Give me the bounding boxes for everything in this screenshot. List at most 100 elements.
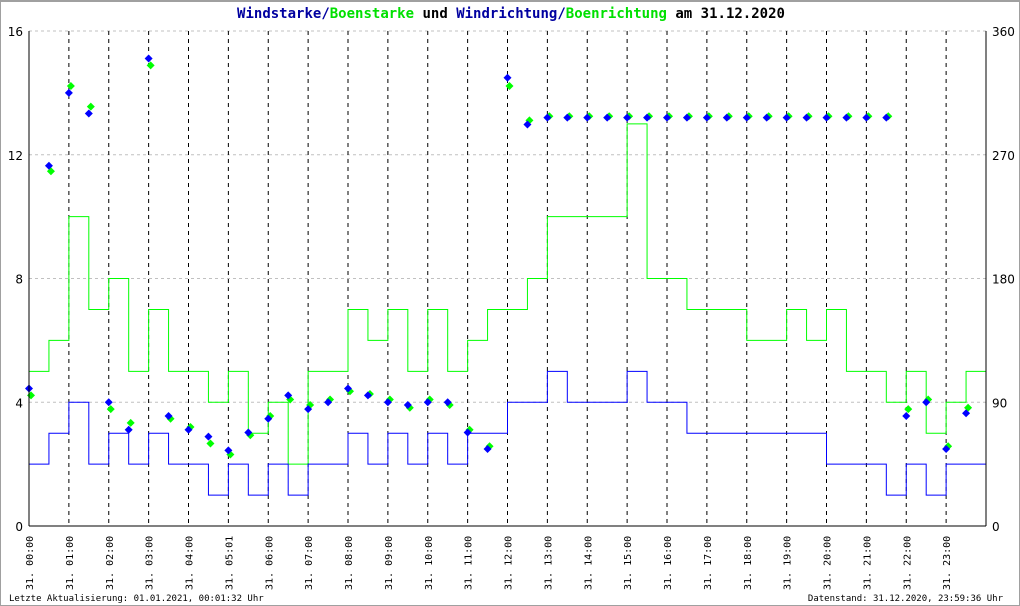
point-windrichtung [663, 113, 671, 122]
point-windrichtung [962, 409, 971, 418]
point-windrichtung [443, 398, 452, 407]
x-tick-label: 31. 08:00 [344, 536, 355, 590]
point-windrichtung [44, 161, 53, 170]
y-left-tick-label: 8 [15, 273, 23, 287]
point-boenrichtung [126, 418, 135, 427]
point-windrichtung [363, 391, 372, 400]
x-tick-label: 31. 15:00 [623, 536, 634, 590]
series-windstarke-line [29, 370, 986, 496]
point-windrichtung [344, 384, 352, 393]
x-tick-label: 31. 09:00 [384, 536, 395, 590]
point-boenrichtung [904, 405, 913, 414]
x-tick-label: 31. 18:00 [743, 536, 754, 590]
x-tick-label: 31. 16:00 [663, 536, 674, 590]
y-left-tick-label: 16 [8, 25, 23, 39]
point-boenrichtung [505, 82, 514, 90]
point-windrichtung [463, 428, 472, 437]
point-windrichtung [144, 54, 153, 63]
x-tick-label: 31. 06:00 [264, 536, 275, 590]
x-tick-label: 31. 23:00 [942, 536, 953, 590]
x-tick-label: 31. 04:00 [185, 536, 196, 590]
x-tick-label: 31. 07:00 [304, 536, 315, 590]
x-tick-label: 31. 19:00 [783, 536, 794, 590]
point-windrichtung [324, 398, 333, 407]
point-windrichtung [583, 113, 592, 122]
point-windrichtung [603, 113, 612, 122]
point-windrichtung [543, 113, 552, 122]
point-windrichtung [682, 113, 691, 122]
y-left-tick-label: 0 [15, 520, 23, 534]
point-windrichtung [862, 113, 871, 122]
title-boenstarke: Boenstarke [329, 6, 415, 22]
title-date: am 31.12.2020 [666, 6, 785, 22]
y-left-tick-label: 4 [15, 396, 23, 410]
point-windrichtung [304, 405, 313, 414]
point-windrichtung [184, 425, 193, 434]
point-windrichtung [902, 412, 911, 420]
point-windrichtung [822, 113, 831, 122]
title-und: und [414, 6, 457, 22]
x-tick-label: 31. 05:01 [224, 536, 235, 590]
point-windrichtung [722, 113, 731, 122]
point-boenrichtung [206, 439, 215, 448]
point-windrichtung [403, 401, 412, 409]
point-windrichtung [762, 113, 771, 122]
y-left-tick-label: 12 [8, 149, 23, 163]
x-tick-label: 31. 22:00 [902, 536, 913, 590]
point-windrichtung [623, 113, 632, 122]
x-tick-label: 31. 13:00 [543, 536, 554, 590]
point-windrichtung [84, 109, 93, 118]
point-windrichtung [483, 445, 492, 453]
point-windrichtung [224, 446, 233, 455]
point-windrichtung [244, 428, 253, 437]
point-windrichtung [383, 398, 392, 407]
point-windrichtung [842, 113, 851, 122]
y-right-tick-label: 360 [992, 25, 1015, 39]
point-windrichtung [782, 113, 791, 122]
y-right-tick-label: 0 [992, 520, 1000, 534]
point-boenrichtung [66, 82, 75, 90]
point-windrichtung [643, 113, 652, 122]
series-boenstarke-line [29, 123, 986, 465]
title-windrichtung: Windrichtung/ [456, 6, 566, 22]
point-windrichtung [423, 398, 432, 407]
x-tick-label: 31. 12:00 [504, 536, 515, 590]
point-windrichtung [264, 414, 273, 423]
point-boenrichtung [146, 61, 155, 70]
point-windrichtung [702, 113, 711, 122]
x-tick-label: 31. 21:00 [862, 536, 873, 590]
point-windrichtung [104, 398, 113, 407]
point-windrichtung [802, 113, 811, 122]
last-update: Letzte Aktualisierung: 01.01.2021, 00:01… [9, 594, 264, 604]
point-windrichtung [922, 398, 931, 407]
point-windrichtung [563, 113, 572, 122]
title-boenrichtung: Boenrichtung [565, 6, 667, 22]
x-tick-label: 31. 00:00 [25, 536, 36, 590]
chart-title: Windstarke/Boenstarke und Windrichtung/B… [1, 6, 1020, 22]
y-right-tick-label: 270 [992, 149, 1015, 163]
point-windrichtung [942, 445, 951, 453]
point-windrichtung [124, 425, 133, 434]
point-windrichtung [882, 113, 891, 122]
point-windrichtung [523, 120, 532, 129]
point-boenrichtung [27, 391, 35, 400]
point-windrichtung [204, 432, 213, 441]
y-right-tick-label: 90 [992, 396, 1007, 410]
x-tick-label: 31. 11:00 [464, 536, 475, 590]
point-boenrichtung [106, 405, 115, 414]
x-tick-label: 31. 02:00 [105, 536, 116, 590]
y-right-tick-label: 180 [992, 273, 1015, 287]
title-windstarke: Windstarke/ [237, 6, 330, 22]
point-windrichtung [64, 88, 73, 97]
x-tick-label: 31. 20:00 [823, 536, 834, 590]
x-tick-label: 31. 17:00 [703, 536, 714, 590]
point-windrichtung [503, 73, 512, 82]
x-tick-label: 31. 03:00 [145, 536, 156, 590]
x-tick-label: 31. 10:00 [424, 536, 435, 590]
point-boenrichtung [86, 102, 95, 111]
point-windrichtung [742, 113, 751, 122]
point-windrichtung [164, 412, 173, 420]
point-windrichtung [284, 391, 293, 400]
